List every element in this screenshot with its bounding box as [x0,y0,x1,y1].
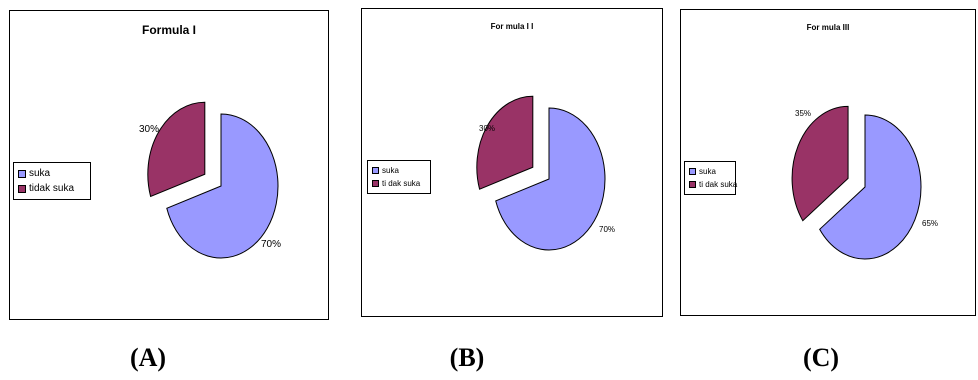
chart-panel-b: For mula I I suka ti dak suka 30% 70% [361,8,663,317]
data-label-tidak-suka: 30% [139,124,160,135]
pie-slice-suka [495,107,606,251]
legend-swatch-tidak-suka [18,184,26,193]
data-label-suka: 70% [261,239,282,250]
legend-label: suka [29,168,51,179]
legend-item-tidak-suka: tidak suka [18,181,86,196]
legend-item-tidak-suka: ti dak suka [689,178,737,191]
caption-a: (A) [129,343,167,372]
legend-item-suka: suka [372,164,426,177]
pie-chart [791,105,922,260]
legend-swatch-tidak-suka [372,180,379,187]
data-label-suka: 70% [599,225,616,234]
legend-item-tidak-suka: ti dak suka [372,177,426,190]
legend-label: suka [382,166,399,175]
legend-label: ti dak suka [699,180,738,189]
legend-item-suka: suka [18,166,86,181]
data-label-tidak-suka: 35% [795,109,812,118]
caption-b: (B) [449,343,485,372]
pie-slice-suka [166,113,279,259]
data-label-tidak-suka: 30% [479,124,496,133]
pie-chart [476,95,606,251]
legend-item-suka: suka [689,165,731,178]
pie-slice-tidak-suka [147,101,206,198]
chart-title: For mula I I [490,22,534,31]
legend-swatch-suka [372,167,379,174]
caption-c: (C) [802,343,840,372]
pie-slice-tidak-suka [476,95,534,190]
chart-panel-c: For mula III suka ti dak suka 35% 65% [680,9,976,316]
legend-swatch-tidak-suka [689,181,696,188]
data-label-suka: 65% [922,219,939,228]
chart-title: For mula III [806,23,850,32]
legend: suka tidak suka [13,162,91,200]
legend: suka ti dak suka [367,160,431,194]
legend-label: suka [699,167,716,176]
legend-label: ti dak suka [382,179,421,188]
pie-chart [147,101,279,259]
legend-label: tidak suka [29,183,75,194]
pie-slice-suka [819,114,922,260]
legend-swatch-suka [18,169,26,178]
pie-slice-tidak-suka [791,105,849,222]
chart-title: Formula I [141,23,196,37]
legend: suka ti dak suka [684,161,737,195]
legend-swatch-suka [689,168,696,175]
chart-panel-a: Formula I suka tidak suka 30% 70% [9,10,329,320]
